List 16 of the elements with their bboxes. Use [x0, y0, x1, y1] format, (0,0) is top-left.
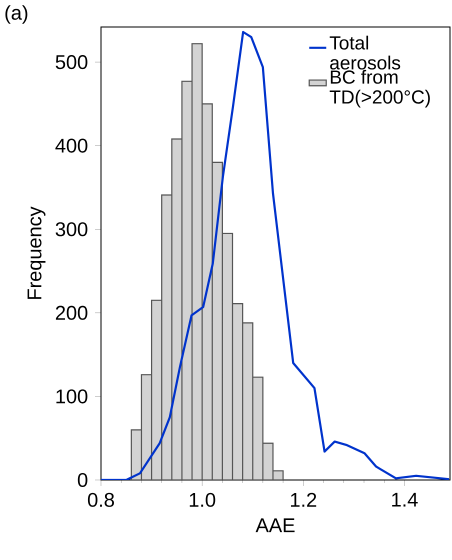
- x-tick-label: 0.8: [88, 492, 114, 507]
- x-axis-title: AAE: [256, 518, 295, 532]
- legend-label: BC from TD(>200°C): [330, 70, 430, 108]
- y-tick-label: 300: [56, 222, 88, 236]
- x-tick-label: 1.4: [392, 492, 418, 507]
- line-series: [101, 30, 450, 480]
- y-tick-label: 400: [55, 138, 88, 153]
- y-tick-label: 0: [78, 472, 88, 488]
- x-tick-label: 1.0: [190, 492, 216, 507]
- y-tick-label: 100: [56, 389, 88, 404]
- chart-title: (a): [5, 5, 28, 24]
- legend-label: Total aerosols: [330, 36, 400, 70]
- y-tick-label: 500: [56, 55, 88, 70]
- x-tick-label: 1.2: [290, 492, 316, 507]
- y-tick-label: 200: [56, 306, 88, 320]
- y-axis-title: Frequency: [28, 206, 46, 299]
